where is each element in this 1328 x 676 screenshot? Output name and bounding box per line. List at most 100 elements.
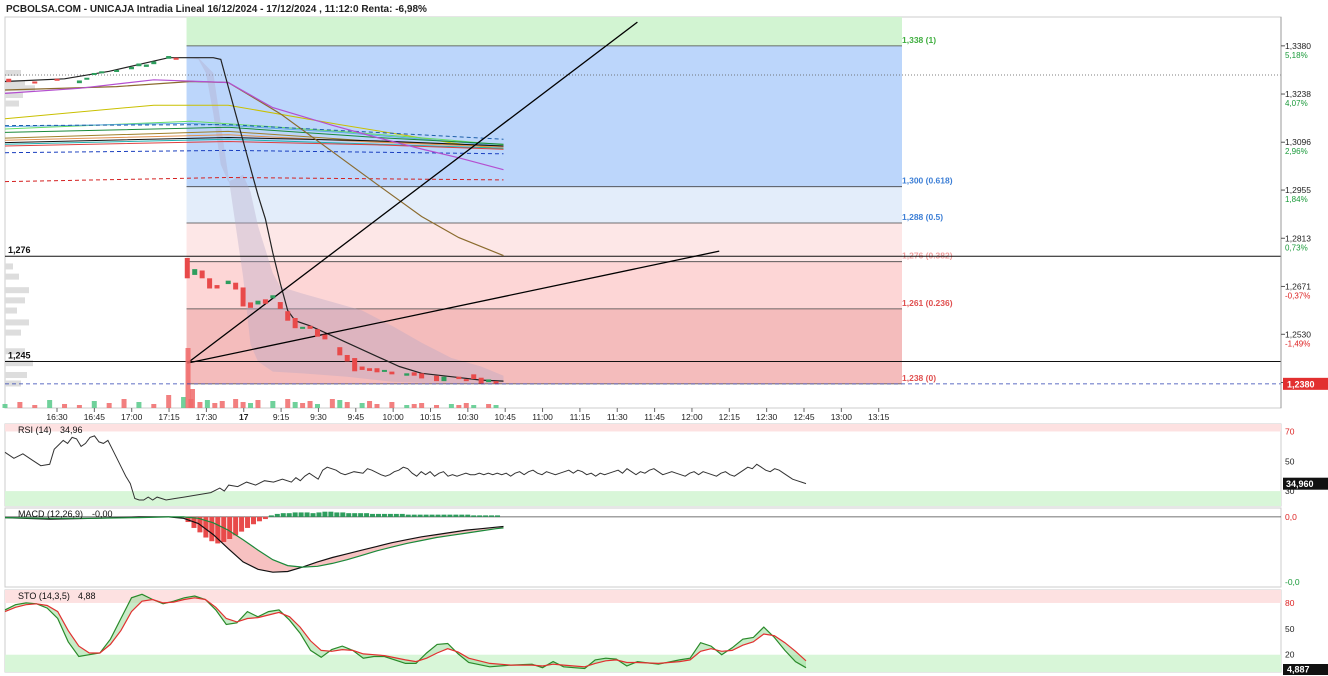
- price-axis-pct: -0,37%: [1285, 291, 1310, 300]
- time-axis-label: 9:30: [310, 412, 327, 422]
- macd-histogram-bar: [256, 516, 262, 522]
- macd-histogram-bar: [405, 514, 411, 517]
- price-axis-pct: 0,73%: [1285, 243, 1308, 252]
- time-axis-label: 10:00: [383, 412, 405, 422]
- fib-level-label: 1,338 (1): [902, 35, 936, 45]
- price-axis-label: 1,2955: [1285, 185, 1311, 195]
- candle: [419, 373, 425, 379]
- sma-line: [4, 138, 504, 149]
- macd-histogram-bar: [358, 513, 364, 517]
- chart-title: PCBOLSA.COM - UNICAJA Intradia Lineal 16…: [6, 4, 427, 15]
- macd-histogram-bar: [477, 515, 483, 517]
- macd-histogram-bar: [489, 515, 495, 517]
- volume-profile-bar: [5, 297, 25, 304]
- volume-bar: [189, 389, 195, 408]
- candle: [262, 299, 268, 304]
- volume-bar: [448, 404, 454, 408]
- price-axis-label: 1,2671: [1285, 281, 1311, 291]
- candle: [486, 379, 492, 383]
- macd-histogram-bar: [245, 516, 251, 528]
- volume-bar: [270, 401, 276, 408]
- candle: [199, 270, 205, 279]
- time-axis-label: 12:00: [681, 412, 703, 422]
- sto-last-box: [1283, 664, 1328, 675]
- candle: [277, 302, 283, 309]
- candle: [300, 326, 306, 329]
- volume-profile-bar: [5, 80, 25, 87]
- sma-200-line: [4, 79, 504, 171]
- macd-histogram-bar: [298, 512, 304, 517]
- macd-histogram-bar: [328, 511, 334, 517]
- volume-profile-bar: [5, 319, 29, 326]
- time-axis-label: 11:15: [570, 412, 591, 422]
- candle: [434, 375, 440, 382]
- sma-line: [4, 120, 504, 146]
- macd-histogram-bar: [280, 513, 286, 517]
- time-axis-label: 17:15: [158, 412, 180, 422]
- trendline: [186, 21, 638, 364]
- volume-profile-bar: [5, 360, 33, 367]
- candle: [32, 81, 38, 84]
- candle: [99, 71, 105, 74]
- volume-bar: [233, 399, 239, 408]
- volume-bar: [212, 403, 218, 408]
- macd-title: MACD (12,26,9): [18, 509, 83, 519]
- candle: [367, 368, 373, 371]
- fib-level-label: 1,261 (0.236): [902, 298, 953, 308]
- candle: [225, 280, 231, 285]
- candle: [214, 285, 220, 289]
- candle: [6, 78, 12, 83]
- macd-axis-label: -0,0: [1285, 577, 1300, 587]
- time-axis-label: 13:00: [831, 412, 853, 422]
- macd-histogram-bar: [227, 516, 233, 540]
- macd-histogram-bar: [465, 514, 471, 517]
- volume-bar: [471, 405, 477, 408]
- sto-line: [4, 597, 807, 668]
- rsi-axis-label: 70: [1285, 426, 1295, 436]
- candle: [292, 318, 298, 329]
- candle: [143, 64, 149, 67]
- sto-axis-label: 20: [1285, 650, 1295, 660]
- time-axis-label: 10:30: [457, 412, 479, 422]
- candle: [76, 80, 82, 84]
- volume-bar: [136, 402, 142, 408]
- price-axis-pct: 4,07%: [1285, 99, 1308, 108]
- time-axis-label: 11:00: [532, 412, 553, 422]
- macd-histogram-bar: [375, 513, 381, 517]
- macd-histogram-bar: [215, 516, 221, 544]
- fib-zone: [186, 186, 902, 223]
- macd-histogram-bar: [209, 516, 215, 542]
- candle: [337, 347, 343, 356]
- macd-histogram-bar: [459, 514, 465, 517]
- candle: [240, 287, 246, 307]
- fib-zone: [186, 261, 902, 309]
- macd-histogram-bar: [399, 513, 405, 517]
- fib-level-label: 1,276 (0.382): [902, 251, 953, 261]
- sto-line: [4, 593, 807, 670]
- candle: [344, 354, 350, 362]
- time-axis-label: 9:15: [273, 412, 290, 422]
- rsi-last-label: 34,960: [1286, 479, 1314, 489]
- macd-histogram-bar: [250, 516, 256, 525]
- volume-bar: [2, 404, 8, 408]
- macd-histogram-bar: [447, 514, 453, 517]
- rsi-last-box: [1283, 477, 1328, 490]
- volume-bar: [121, 399, 127, 408]
- candle: [322, 334, 328, 340]
- sma-dashed-line: [4, 176, 504, 183]
- macd-histogram-bar: [411, 514, 417, 517]
- sto-last-label: 4,887: [1287, 665, 1310, 675]
- sma-line: [4, 136, 504, 147]
- volume-profile-bar: [5, 348, 25, 355]
- macd-histogram-bar: [441, 514, 447, 517]
- volume-bar: [32, 405, 38, 408]
- volume-bar: [185, 348, 191, 408]
- macd-histogram-bar: [340, 512, 346, 517]
- price-axis-pct: -1,49%: [1285, 339, 1310, 348]
- time-axis-label: 16:45: [84, 412, 106, 422]
- fib-level-label: 1,300 (0.618): [902, 176, 953, 186]
- macd-histogram-bar: [423, 514, 429, 517]
- time-axis-label: 9:45: [348, 412, 365, 422]
- sto-oversold-zone: [5, 654, 1281, 672]
